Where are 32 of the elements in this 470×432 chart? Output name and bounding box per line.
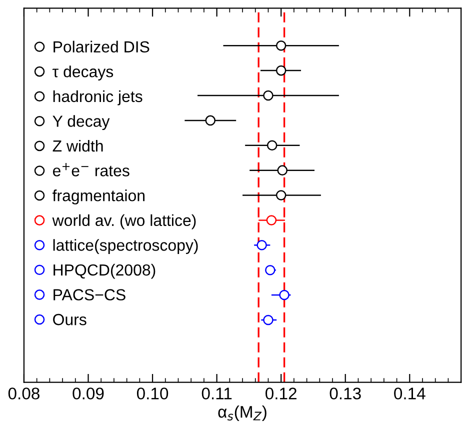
point xyxy=(263,90,274,101)
point xyxy=(265,264,276,276)
point xyxy=(263,314,274,326)
x-tick-label: 0.14 xyxy=(394,388,426,400)
legend-label: fragmentaion xyxy=(52,190,144,204)
point xyxy=(279,290,290,300)
legend-label: τ decays xyxy=(52,66,114,80)
legend-label: Z width xyxy=(52,140,103,152)
legend-label: e$^{+}$e$^{−}$ rates xyxy=(52,163,130,176)
legend-label: HPQCD(2008) xyxy=(54,264,156,279)
x-tick-label: 0.11 xyxy=(202,388,232,400)
legend-label: hadronic jets xyxy=(53,90,142,106)
legend-label: PACS−CS xyxy=(54,289,126,300)
legend-label: Ours xyxy=(53,314,86,326)
point xyxy=(276,65,286,76)
x-tick-label: 0.10 xyxy=(136,388,168,400)
legend-label: lattice(spectroscopy) xyxy=(53,239,198,254)
point xyxy=(276,190,286,200)
point xyxy=(266,140,278,151)
legend-label: Υ decay xyxy=(52,115,110,130)
point xyxy=(277,165,288,176)
x-tick-label: 0.08 xyxy=(8,388,40,400)
point xyxy=(256,240,267,250)
x-tick-label: 0.13 xyxy=(330,388,361,400)
x-axis-title: α$_{s}$(M$_{Z}$) xyxy=(218,405,266,422)
x-tick-label: 0.12 xyxy=(266,388,296,400)
point xyxy=(276,40,286,51)
legend-label: world av. (wo lattice) xyxy=(52,214,196,230)
point xyxy=(205,115,216,126)
x-tick-label: 0.09 xyxy=(72,388,104,400)
point xyxy=(266,215,277,226)
legend-label: Polarized DIS xyxy=(54,40,150,53)
